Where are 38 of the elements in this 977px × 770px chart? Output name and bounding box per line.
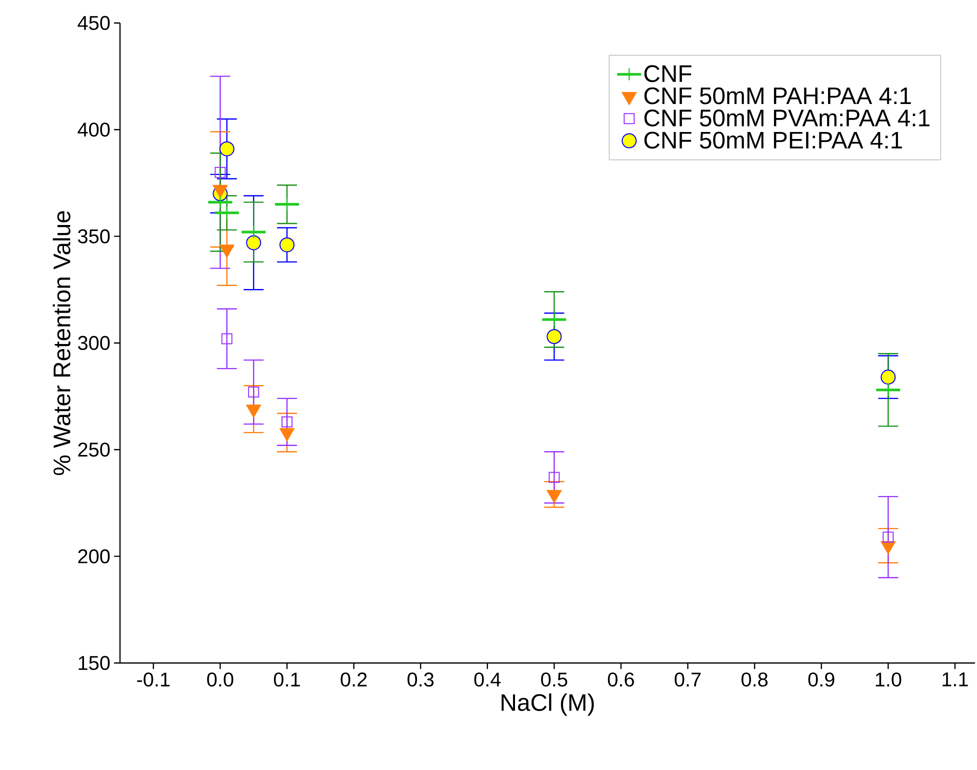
point bbox=[548, 472, 560, 483]
x-tick-label: 0.2 bbox=[340, 672, 367, 687]
y-tick-label: 150 bbox=[78, 656, 110, 670]
x-tick-label: 0.6 bbox=[608, 672, 634, 687]
point bbox=[280, 237, 295, 252]
point bbox=[546, 490, 562, 503]
point bbox=[882, 532, 894, 543]
point bbox=[282, 416, 292, 428]
legend-label: CNF 50mM PAH:PAA 4:1 bbox=[644, 87, 911, 104]
x-tick-label: 0.7 bbox=[674, 672, 701, 687]
point bbox=[246, 235, 262, 250]
point bbox=[546, 329, 562, 344]
x-tick-label: 0.3 bbox=[408, 672, 434, 687]
x-tick-label: 1.1 bbox=[942, 672, 968, 686]
point bbox=[214, 166, 226, 178]
y-tick-label: 350 bbox=[78, 229, 110, 244]
legend-label: CNF bbox=[644, 65, 692, 82]
x-tick-label: 0.1 bbox=[274, 672, 300, 687]
y-tick-label: 450 bbox=[78, 16, 110, 30]
y-tick-label: 400 bbox=[78, 122, 110, 137]
x-tick-label: 0.8 bbox=[742, 672, 768, 687]
legend-label: CNF 50mM PEI:PAA 4:1 bbox=[644, 132, 902, 149]
x-axis-title: NaCl (M) bbox=[502, 693, 594, 716]
point bbox=[219, 141, 234, 156]
point bbox=[248, 386, 260, 398]
x-tick-label: -0.1 bbox=[137, 672, 170, 687]
x-tick-label: 0.5 bbox=[541, 672, 568, 687]
y-axis-title: % Water Retention Value bbox=[52, 211, 70, 476]
y-tick-label: 250 bbox=[78, 442, 110, 457]
y-tick-label: 300 bbox=[78, 336, 110, 350]
legend-label: CNF 50mM PVAm:PAA 4:1 bbox=[644, 110, 930, 126]
x-tick-label: 0.9 bbox=[808, 672, 834, 687]
x-tick-label: 1.0 bbox=[876, 672, 902, 687]
x-tick-label: 0.4 bbox=[474, 672, 501, 687]
x-tick-label: 0.0 bbox=[207, 672, 234, 687]
point bbox=[221, 333, 232, 344]
point bbox=[880, 370, 896, 385]
y-tick-label: 200 bbox=[78, 549, 110, 564]
